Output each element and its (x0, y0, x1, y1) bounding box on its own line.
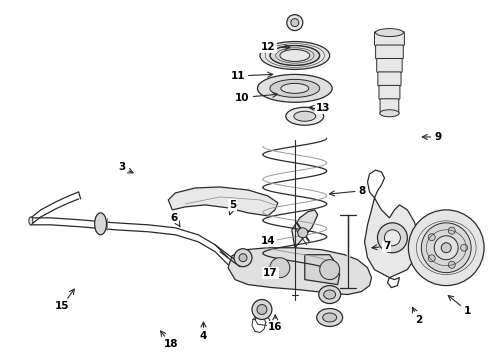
Ellipse shape (323, 313, 337, 322)
Text: 15: 15 (55, 289, 74, 311)
Circle shape (448, 261, 455, 268)
Ellipse shape (318, 285, 341, 303)
Circle shape (287, 15, 303, 31)
Circle shape (408, 210, 484, 285)
FancyBboxPatch shape (376, 45, 403, 59)
Text: 11: 11 (230, 71, 273, 81)
Text: 12: 12 (261, 42, 290, 52)
Text: 9: 9 (422, 132, 441, 142)
Circle shape (428, 255, 435, 262)
Text: 13: 13 (309, 103, 330, 113)
Polygon shape (228, 248, 371, 294)
Text: 7: 7 (372, 241, 390, 251)
Text: 17: 17 (263, 268, 278, 278)
Polygon shape (305, 255, 340, 285)
Text: 16: 16 (268, 315, 283, 332)
Polygon shape (168, 187, 278, 216)
Circle shape (448, 227, 455, 234)
Circle shape (270, 258, 290, 278)
Circle shape (421, 223, 471, 273)
Text: 3: 3 (119, 162, 133, 173)
Ellipse shape (317, 309, 343, 327)
Circle shape (298, 228, 308, 238)
Circle shape (234, 249, 252, 267)
Text: 1: 1 (448, 296, 471, 316)
Circle shape (239, 254, 247, 262)
Ellipse shape (95, 213, 106, 235)
Circle shape (385, 230, 400, 246)
Circle shape (319, 260, 340, 280)
Ellipse shape (294, 111, 316, 121)
Circle shape (257, 305, 267, 315)
FancyBboxPatch shape (378, 72, 401, 86)
Ellipse shape (380, 110, 399, 117)
Polygon shape (312, 270, 340, 289)
Text: 8: 8 (330, 186, 366, 196)
FancyBboxPatch shape (379, 85, 400, 99)
Circle shape (461, 244, 467, 251)
Text: 5: 5 (229, 200, 236, 215)
Circle shape (434, 236, 458, 260)
Text: 4: 4 (200, 322, 207, 341)
Circle shape (441, 243, 451, 253)
Ellipse shape (286, 107, 324, 125)
Ellipse shape (29, 217, 33, 225)
Ellipse shape (270, 45, 319, 66)
Text: 6: 6 (171, 213, 180, 226)
FancyBboxPatch shape (380, 99, 399, 113)
Text: 2: 2 (413, 307, 422, 325)
Ellipse shape (280, 50, 310, 62)
FancyBboxPatch shape (374, 32, 404, 45)
Ellipse shape (281, 84, 309, 93)
Polygon shape (292, 210, 318, 248)
Circle shape (252, 300, 272, 319)
Text: 18: 18 (161, 331, 178, 349)
Ellipse shape (324, 290, 336, 299)
Text: 14: 14 (261, 236, 276, 246)
Ellipse shape (375, 28, 403, 37)
Circle shape (428, 234, 435, 241)
FancyBboxPatch shape (377, 58, 402, 72)
Polygon shape (365, 198, 419, 278)
Ellipse shape (270, 80, 319, 97)
Ellipse shape (260, 41, 330, 69)
Circle shape (377, 223, 407, 253)
Ellipse shape (257, 75, 332, 102)
Circle shape (291, 19, 299, 27)
Text: 10: 10 (235, 92, 278, 103)
